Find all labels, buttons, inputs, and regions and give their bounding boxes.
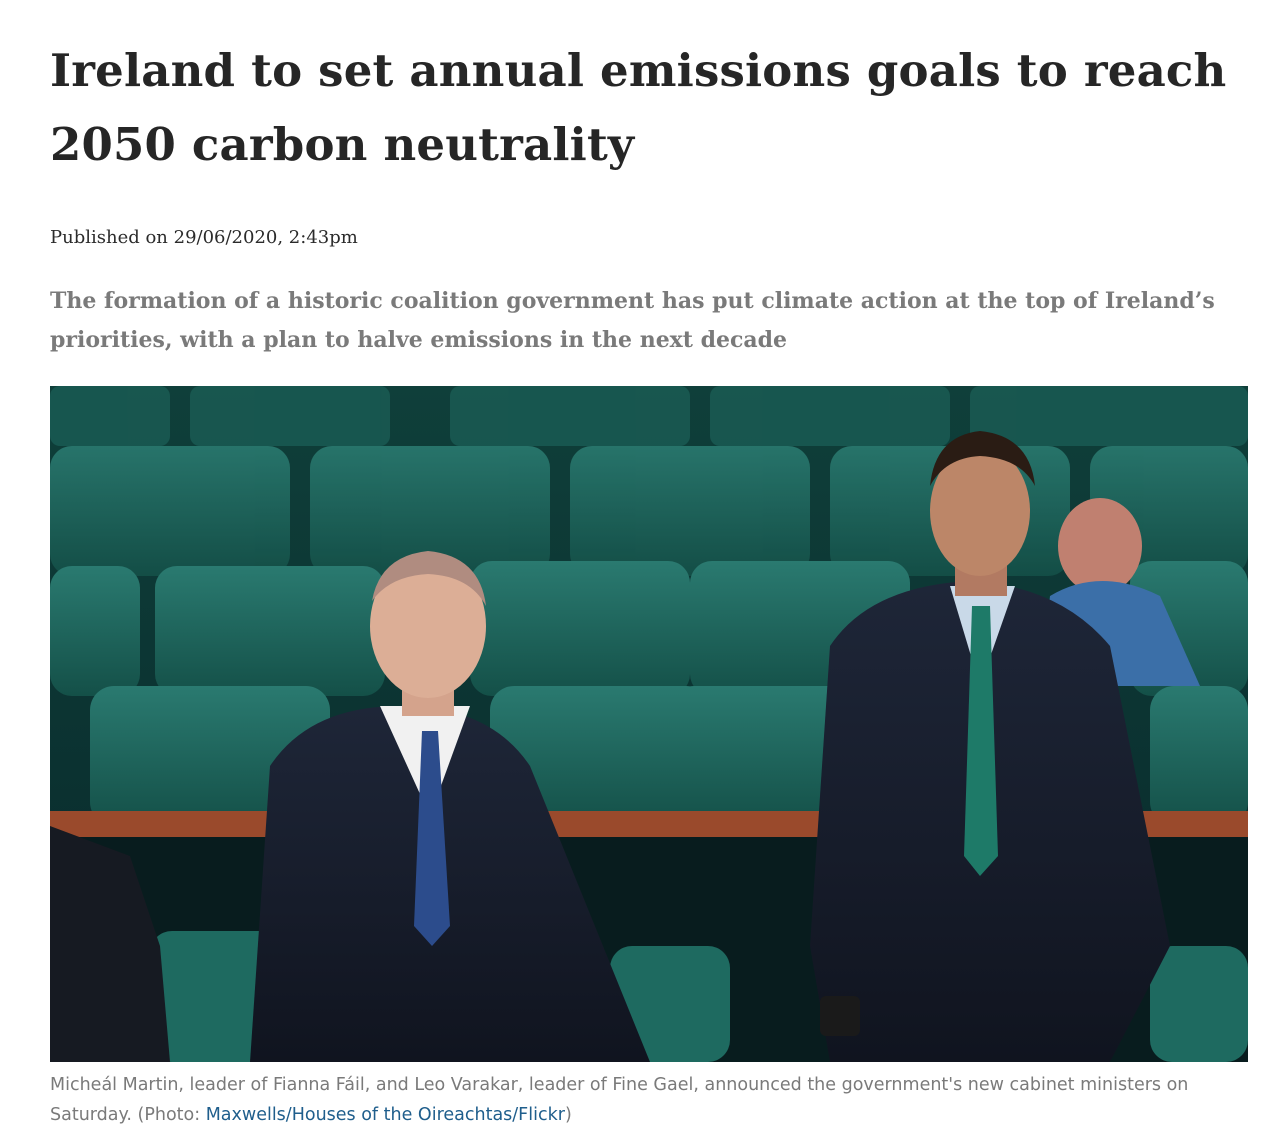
- photo-illustration: [50, 386, 1248, 1062]
- caption-text: Micheál Martin, leader of Fianna Fáil, a…: [50, 1075, 1189, 1125]
- article-photo: [50, 386, 1248, 1062]
- article-standfirst: The formation of a historic coalition go…: [50, 288, 1215, 353]
- photo-caption: Micheál Martin, leader of Fianna Fáil, a…: [50, 1070, 1248, 1130]
- photo-credit-link[interactable]: Maxwells/Houses of the Oireachtas/Flickr: [205, 1105, 565, 1125]
- article-headline: Ireland to set annual emissions goals to…: [50, 44, 1227, 171]
- caption-end: ): [564, 1105, 572, 1125]
- published-date: Published on 29/06/2020, 2:43pm: [50, 227, 358, 248]
